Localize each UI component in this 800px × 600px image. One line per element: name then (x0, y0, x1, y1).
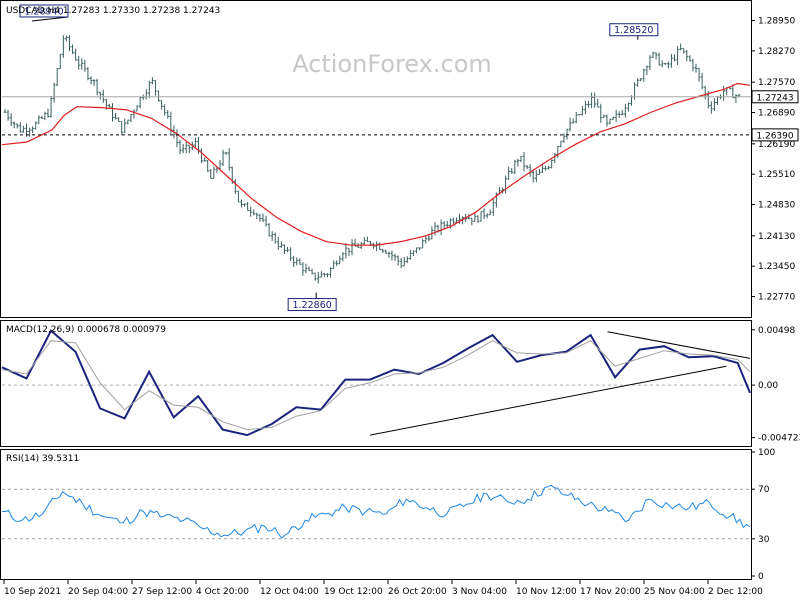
x-tick-label: 26 Oct 20:00 (388, 587, 447, 597)
current-price-label: 1.27243 (756, 93, 793, 103)
signal-line (1, 340, 751, 431)
ma-line (1, 82, 751, 246)
price-header: USDCAD,H4 1.27283 1.27330 1.27238 1.2724… (6, 6, 220, 16)
moving-average (1, 82, 751, 246)
rsi-header: RSI(14) 39.5311 (6, 454, 79, 464)
price-y-tick-label: 1.28950 (758, 17, 795, 27)
x-tick-label: 4 Oct 20:00 (196, 587, 249, 597)
macd-lines (1, 329, 751, 437)
price-y-axis: 1.28950 1.28270 1.27570 1.26890 1.26190 1.255… (751, 17, 795, 303)
x-tick-label: 20 Sep 04:00 (68, 587, 128, 597)
x-tick-label: 19 Oct 12:00 (324, 587, 383, 597)
annotation-leader (31, 16, 69, 22)
macd-y-tick-label: -0.004723 (758, 434, 800, 444)
price-annotations: 1.28940 1.28520 1.22860 (19, 4, 659, 312)
price-y-tick-label: 1.27570 (758, 78, 795, 88)
price-y-tick-label: 1.28270 (758, 47, 795, 57)
rsi-y-tick-label: 30 (758, 535, 770, 545)
x-tick-label: 2 Dec 12:00 (708, 587, 763, 597)
macd-header: MACD(12,26,9) 0.000678 0.000979 (6, 325, 166, 335)
rsi-line (2, 484, 751, 539)
price-y-tick-label: 1.24830 (758, 201, 795, 211)
x-tick-label: 17 Nov 20:00 (580, 587, 641, 597)
price-y-tick-label: 1.26190 (758, 140, 795, 150)
x-tick-label: 27 Sep 12:00 (132, 587, 192, 597)
price-y-tick-label: 1.26890 (758, 109, 795, 119)
annotation-label: 1.28520 (614, 25, 653, 36)
macd-line (1, 329, 751, 437)
annotation-label: 1.28940 (24, 6, 63, 17)
macd-trendline (370, 365, 727, 436)
rsi-panel-frame (0, 449, 752, 580)
x-tick-label: 10 Sep 2021 (4, 587, 61, 597)
x-axis: 10 Sep 2021 20 Sep 04:00 27 Sep 12:00 4 Oct… (3, 580, 763, 597)
rsi-y-axis: 100 70 30 0 (751, 448, 775, 582)
price-y-tick-label: 1.22770 (758, 293, 795, 303)
x-tick-label: 10 Nov 12:00 (516, 587, 577, 597)
macd-y-tick-label: 0.00498 (758, 326, 795, 336)
price-levels: 1.27243 1.26390 (2, 90, 799, 142)
annotation-label: 1.22860 (293, 300, 332, 311)
level-box (751, 128, 799, 142)
x-tick-label: 3 Nov 04:00 (452, 587, 507, 597)
macd-panel-frame (0, 320, 752, 447)
annotation-box (609, 23, 659, 37)
annotation-box (287, 298, 337, 312)
price-y-tick-label: 1.23450 (758, 262, 795, 272)
macd-y-axis: 0.00498 0.00 -0.004723 (751, 326, 800, 444)
price-y-tick-label: 1.24130 (758, 232, 795, 242)
macd-trendline (607, 331, 751, 359)
rsi-y-tick-label: 0 (758, 572, 764, 582)
rsi-y-tick-label: 100 (758, 448, 775, 458)
annotation-box (19, 4, 69, 18)
x-tick-label: 25 Nov 04:00 (644, 587, 705, 597)
price-panel-frame (0, 0, 752, 318)
price-y-tick-label: 1.25510 (758, 170, 795, 180)
level-label: 1.26390 (756, 131, 793, 141)
current-price-box (751, 90, 799, 104)
rsi-lines (2, 484, 751, 540)
macd-y-tick-label: 0.00 (758, 381, 778, 391)
rsi-y-tick-label: 70 (758, 485, 770, 495)
x-tick-label: 12 Oct 04:00 (260, 587, 319, 597)
watermark: ActionForex.com (292, 50, 492, 78)
